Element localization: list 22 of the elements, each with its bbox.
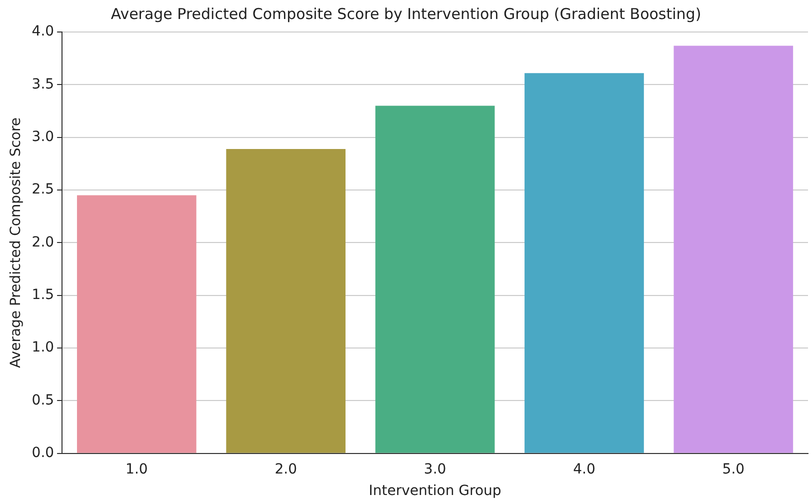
x-tick-label: 5.0 <box>722 461 745 478</box>
y-tick-label: 1.0 <box>32 340 54 356</box>
y-tick-label: 0.5 <box>32 392 54 408</box>
x-tick-label: 1.0 <box>126 461 148 478</box>
y-tick-label: 0.0 <box>32 445 54 462</box>
x-tick-label: 2.0 <box>274 461 297 478</box>
y-tick-label: 3.5 <box>32 76 54 92</box>
x-tick-label: 4.0 <box>573 461 596 478</box>
x-tick-label: 3.0 <box>424 461 446 478</box>
bar <box>226 148 346 453</box>
y-tick-label: 3.0 <box>32 128 54 145</box>
y-tick-label: 2.0 <box>32 234 54 250</box>
bar <box>375 106 495 453</box>
x-axis-title: Intervention Group <box>368 483 502 500</box>
bar <box>524 73 644 453</box>
bar <box>674 46 794 453</box>
bar <box>76 195 196 453</box>
y-tick-label: 4.0 <box>32 24 54 40</box>
y-axis-title: Average Predicted Composite Score <box>8 117 24 368</box>
y-tick-label: 2.5 <box>32 182 54 198</box>
y-tick-label: 1.5 <box>32 287 54 304</box>
chart-title: Average Predicted Composite Score by Intervention Group (Gradient Boosting) <box>110 4 702 23</box>
